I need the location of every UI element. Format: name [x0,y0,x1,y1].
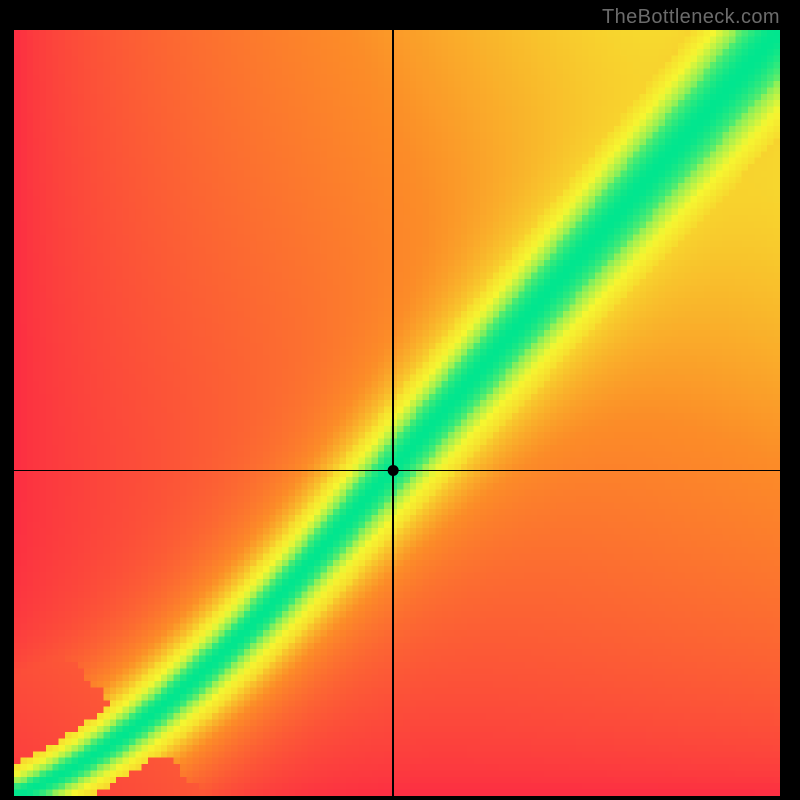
heatmap-canvas [14,30,780,796]
watermark-text: TheBottleneck.com [602,6,780,29]
